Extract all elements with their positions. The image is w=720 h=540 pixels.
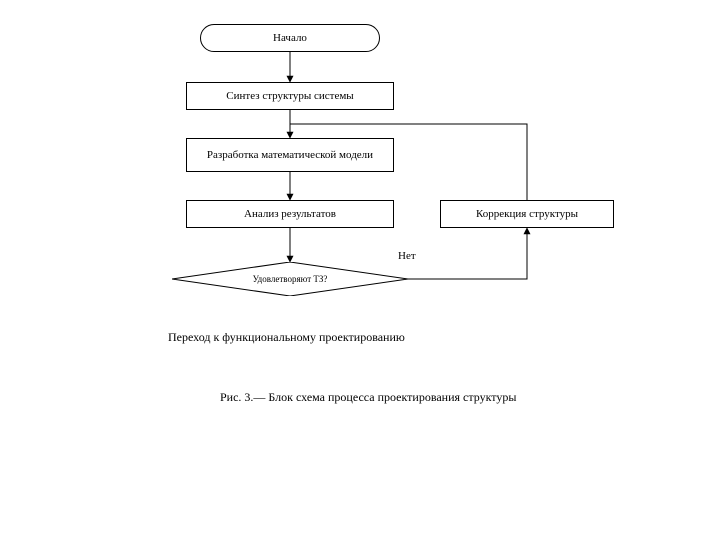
node-synthesis: Синтез структуры системы [186,82,394,110]
node-start: Начало [200,24,380,52]
node-decision: Удовлетворяют ТЗ? [172,262,408,296]
flowchart-canvas: Начало Синтез структуры системы Разработ… [0,0,720,540]
node-start-label: Начало [273,32,307,45]
node-correction: Коррекция структуры [440,200,614,228]
node-synthesis-label: Синтез структуры системы [226,90,353,103]
node-model: Разработка математической модели [186,138,394,172]
node-analysis-label: Анализ результатов [244,208,336,221]
node-correction-label: Коррекция структуры [476,208,578,221]
node-model-label: Разработка математической модели [207,149,373,162]
node-decision-label: Удовлетворяют ТЗ? [253,274,328,284]
node-analysis: Анализ результатов [186,200,394,228]
label-transition: Переход к функциональному проектированию [168,330,405,345]
label-no: Нет [398,250,416,262]
figure-caption: Рис. 3.— Блок схема процесса проектирова… [220,390,516,405]
